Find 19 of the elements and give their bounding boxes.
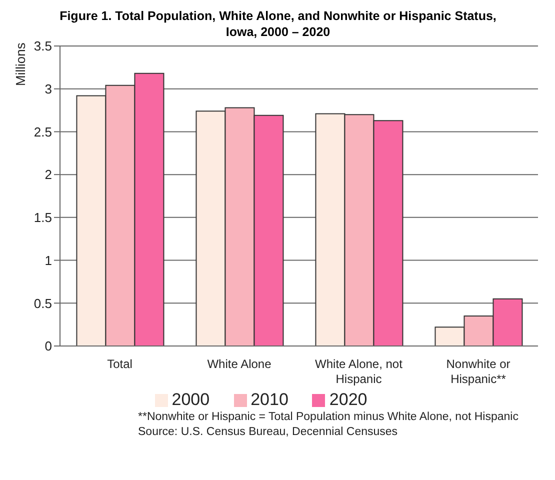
y-tick-label: 3 — [44, 81, 52, 96]
x-tick-label: Total — [107, 357, 132, 371]
x-tick-label: White Alone — [207, 357, 272, 371]
y-tick-label: 2.5 — [34, 124, 52, 140]
y-tick-label: 0.5 — [34, 296, 52, 311]
source-note: Source: U.S. Census Bureau, Decennial Censuses — [138, 425, 399, 440]
legend-label: 2020 — [329, 390, 368, 409]
y-axis-title: Millions — [13, 42, 28, 86]
x-tick-label: Nonwhite or Hispanic** — [446, 357, 510, 386]
text: **Nonwhite or Hispanic = Total Population minus White Alone, not Hispanic — [138, 410, 520, 425]
y-tick-label: 1.5 — [34, 210, 52, 226]
y-tick-label: 2 — [44, 167, 52, 182]
y-tick-label: 0 — [44, 338, 52, 354]
x-tick-label: White Alone, not Hispanic — [315, 357, 404, 386]
y-tick-label: 1 — [44, 252, 52, 268]
chart-title: Figure 1. Total Population, White Alone, and Nonwhite or Hispanic Status, Iowa, 2000 – 2020 — [58, 8, 498, 40]
y-tick-label: 3.5 — [34, 38, 52, 54]
legend-label: 2010 — [250, 390, 288, 409]
legend-label: 2000 — [172, 390, 210, 409]
